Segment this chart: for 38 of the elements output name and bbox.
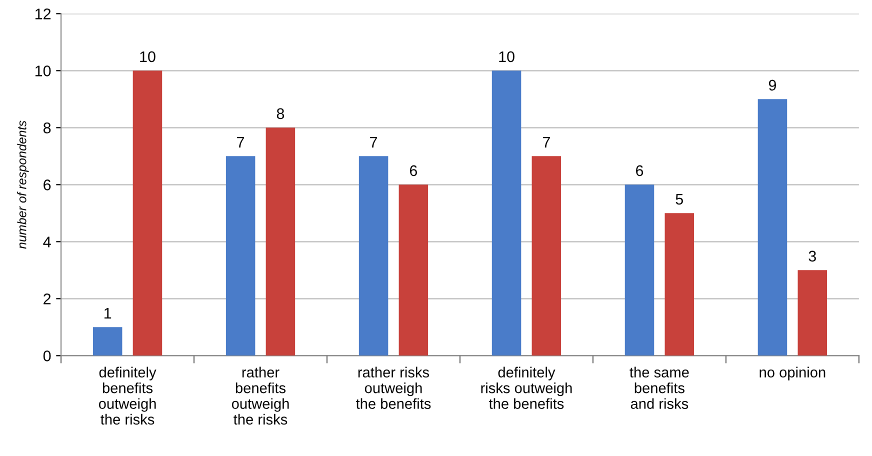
- data-label: 7: [542, 136, 550, 148]
- data-label: 10: [140, 51, 156, 62]
- y-tick-label: 0: [43, 350, 51, 362]
- bar: [664, 213, 694, 356]
- data-label: 7: [237, 136, 244, 148]
- bar: [398, 184, 428, 356]
- y-tick-label: 6: [44, 180, 51, 190]
- y-tick-label: 8: [43, 122, 51, 134]
- y-tick-label: 10: [35, 66, 51, 76]
- bar: [758, 99, 788, 356]
- bar: [92, 327, 122, 356]
- data-label: 6: [636, 165, 644, 176]
- data-label: 6: [410, 165, 418, 176]
- data-label: 8: [276, 108, 284, 120]
- y-tick-label: 4: [43, 236, 51, 248]
- y-tick-label: 2: [44, 294, 51, 304]
- data-label: 7: [370, 136, 378, 148]
- bar: [492, 70, 522, 356]
- bar: [266, 128, 296, 356]
- data-label: 3: [808, 250, 816, 262]
- x-tick-label: definitely benefits outweigh the risks: [98, 366, 156, 425]
- y-axis-title: number of respondents: [17, 120, 29, 249]
- bar: [358, 156, 388, 356]
- x-tick-label: rather risks outweigh the benefits: [356, 366, 431, 409]
- data-label: 5: [676, 194, 684, 205]
- y-tick-label: 12: [35, 8, 51, 20]
- data-label: 10: [499, 51, 514, 62]
- bar: [532, 156, 562, 356]
- bar: [798, 270, 828, 356]
- x-tick-label: no opinion: [760, 366, 826, 380]
- x-tick-label: definitely risks outweigh the benefits: [481, 366, 572, 409]
- bar: [132, 70, 162, 356]
- bar: [624, 184, 654, 356]
- x-tick-label: the same benefits and risks: [630, 366, 689, 409]
- x-tick-label: rather benefits outweigh the risks: [232, 366, 289, 425]
- data-label: 1: [104, 308, 112, 318]
- bar: [226, 156, 256, 356]
- data-label: 9: [768, 80, 776, 91]
